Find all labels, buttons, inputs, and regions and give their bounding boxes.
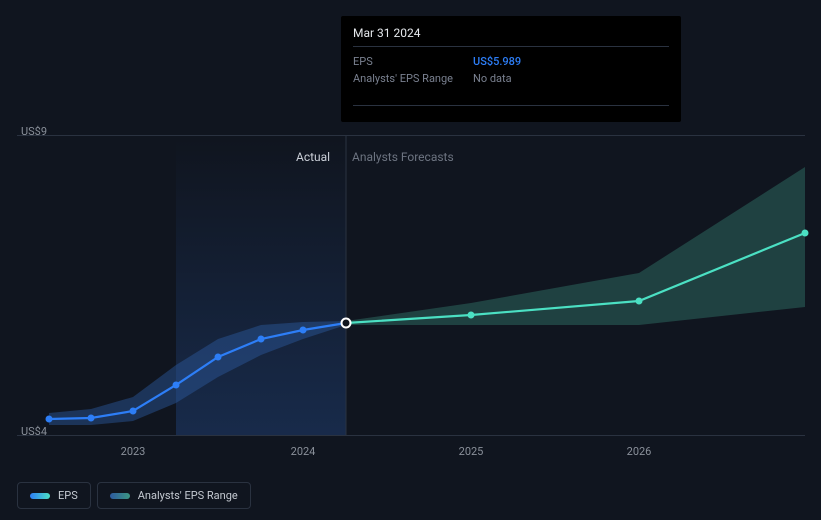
legend-swatch-icon [30, 493, 50, 499]
eps-chart[interactable]: US$9 US$4 [17, 125, 805, 440]
x-axis-tick: 2023 [121, 445, 146, 458]
tooltip-row: Analysts' EPS Range No data [353, 70, 669, 87]
chart-svg [17, 125, 805, 440]
tooltip-key: EPS [353, 55, 473, 68]
legend-item-eps-range[interactable]: Analysts' EPS Range [97, 482, 251, 509]
legend-label: Analysts' EPS Range [138, 489, 238, 502]
x-axis-tick: 2026 [627, 445, 652, 458]
legend-swatch-icon [110, 493, 130, 499]
tooltip-value: No data [473, 72, 512, 85]
tooltip-row: EPS US$5.989 [353, 53, 669, 70]
legend-item-eps[interactable]: EPS [17, 482, 91, 509]
legend-label: EPS [58, 489, 78, 502]
x-axis-tick: 2025 [459, 445, 484, 458]
x-axis-tick: 2024 [291, 445, 316, 458]
tooltip-date: Mar 31 2024 [353, 26, 669, 47]
tooltip-divider [353, 105, 669, 106]
tooltip-value: US$5.989 [473, 55, 521, 68]
chart-tooltip: Mar 31 2024 EPS US$5.989 Analysts' EPS R… [341, 16, 681, 122]
x-axis: 2023 2024 2025 2026 [17, 445, 805, 465]
chart-legend: EPS Analysts' EPS Range [17, 482, 251, 509]
tooltip-key: Analysts' EPS Range [353, 72, 473, 85]
